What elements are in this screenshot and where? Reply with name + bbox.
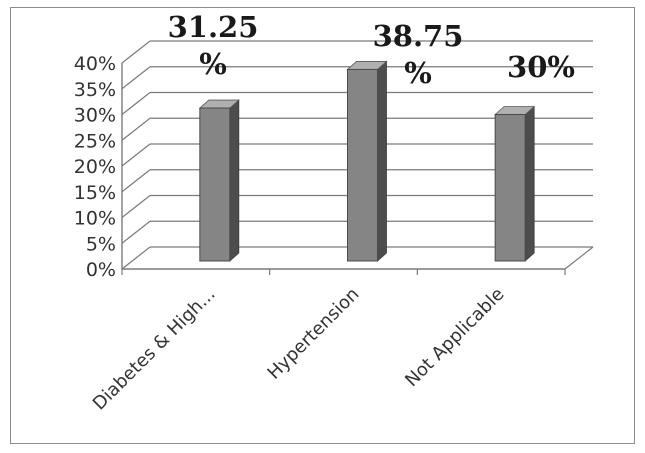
bar <box>199 107 231 262</box>
gridline-depth <box>121 246 151 270</box>
bar-side <box>229 99 240 262</box>
x-tick-label: Not Applicable <box>401 284 508 391</box>
y-tick-label: 30% <box>74 105 116 127</box>
y-tick-label: 25% <box>74 130 116 152</box>
gridline-depth <box>121 40 151 64</box>
bar <box>494 114 526 262</box>
y-tick-label: 40% <box>74 53 116 75</box>
gridline-depth <box>121 117 151 141</box>
gridline-depth <box>121 92 151 115</box>
gridline-depth <box>121 66 151 90</box>
bar-side <box>524 105 535 262</box>
gridline-depth <box>121 220 151 244</box>
bar-side <box>377 60 387 262</box>
data-label: % <box>199 47 227 81</box>
y-tick-label: 0% <box>86 259 116 281</box>
x-tick-label: Diabetes & High... <box>89 284 220 415</box>
data-label: 30% <box>507 50 575 84</box>
data-label: % <box>404 56 432 90</box>
gridline-depth <box>121 143 151 167</box>
gridline-depth <box>121 195 151 218</box>
gridline-depth <box>121 169 151 193</box>
y-tick-label: 15% <box>74 182 116 204</box>
bar <box>347 68 378 262</box>
y-tick-label: 20% <box>74 156 116 178</box>
floor-edge <box>564 246 594 270</box>
y-tick-label: 5% <box>86 233 116 255</box>
data-label: 31.25 <box>168 10 259 44</box>
y-tick-label: 35% <box>74 79 116 101</box>
data-label: 38.75 <box>373 19 464 53</box>
y-tick-label: 10% <box>74 208 116 230</box>
x-tick-label: Hypertension <box>264 284 364 384</box>
